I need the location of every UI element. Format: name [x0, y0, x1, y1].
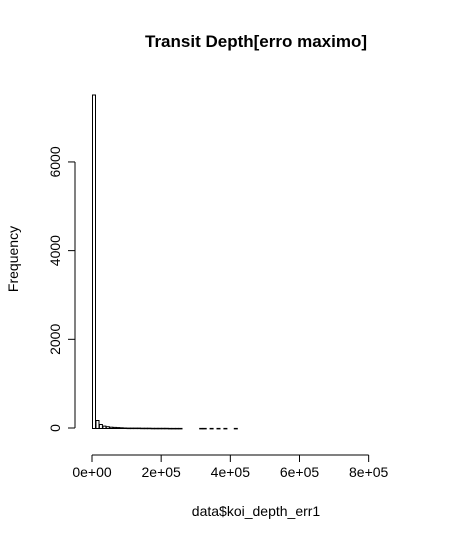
histogram-bar-24	[175, 427, 179, 430]
histogram-bar-3	[102, 425, 107, 430]
histogram-bars	[92, 94, 238, 430]
y-tick-label-0: 0	[47, 424, 63, 432]
histogram-bar-27	[202, 427, 207, 430]
histogram-bar-7	[116, 427, 121, 430]
histogram-bar-25	[178, 427, 183, 430]
x-tick-label-0: 0e+00	[72, 464, 112, 480]
y-tick-label-2: 4000	[47, 235, 63, 266]
histogram-bar-29	[216, 427, 221, 430]
histogram-bar-20	[161, 427, 166, 430]
histogram-bar-1	[95, 420, 100, 429]
histogram-bar-12	[133, 427, 138, 430]
histogram-bar-14	[140, 427, 145, 430]
histogram-bar-15	[143, 427, 148, 430]
histogram-bar-0	[92, 94, 96, 429]
histogram-bar-19	[157, 427, 162, 430]
histogram-bar-5	[109, 426, 114, 430]
histogram-bar-18	[154, 427, 159, 430]
histogram-bar-26	[199, 427, 204, 430]
histogram-bar-21	[164, 427, 169, 430]
x-tick-label-3: 6e+05	[280, 464, 320, 480]
histogram-bar-16	[147, 427, 152, 430]
histogram-bar-30	[223, 427, 228, 430]
histogram-bar-8	[119, 427, 124, 429]
histogram-bar-28	[209, 427, 214, 430]
histogram-bar-6	[112, 426, 117, 429]
chart-title: Transit Depth[erro maximo]	[145, 32, 367, 51]
y-axis-label: Frequency	[5, 226, 21, 292]
histogram-bar-13	[137, 427, 141, 430]
x-tick-label-2: 4e+05	[211, 464, 251, 480]
histogram-bar-2	[98, 424, 103, 429]
y-tick-label-1: 2000	[47, 324, 63, 355]
histogram-bar-4	[105, 426, 110, 430]
histogram-bar-9	[123, 427, 128, 429]
x-tick-label-1: 2e+05	[142, 464, 182, 480]
histogram-bar-11	[130, 427, 134, 430]
histogram-bar-22	[168, 427, 173, 430]
y-tick-label-3: 6000	[47, 146, 63, 177]
histogram-bar-23	[171, 427, 176, 430]
x-axis-label: data$koi_depth_err1	[192, 503, 321, 519]
histogram-bar-17	[150, 427, 155, 430]
x-tick-label-4: 8e+05	[349, 464, 389, 480]
histogram-bar-31	[233, 427, 238, 430]
x-axis: 0e+00 2e+05 4e+05 6e+05 8e+05	[72, 454, 389, 480]
y-axis: 0 2000 4000 6000	[47, 146, 76, 432]
histogram-bar-10	[126, 427, 131, 430]
